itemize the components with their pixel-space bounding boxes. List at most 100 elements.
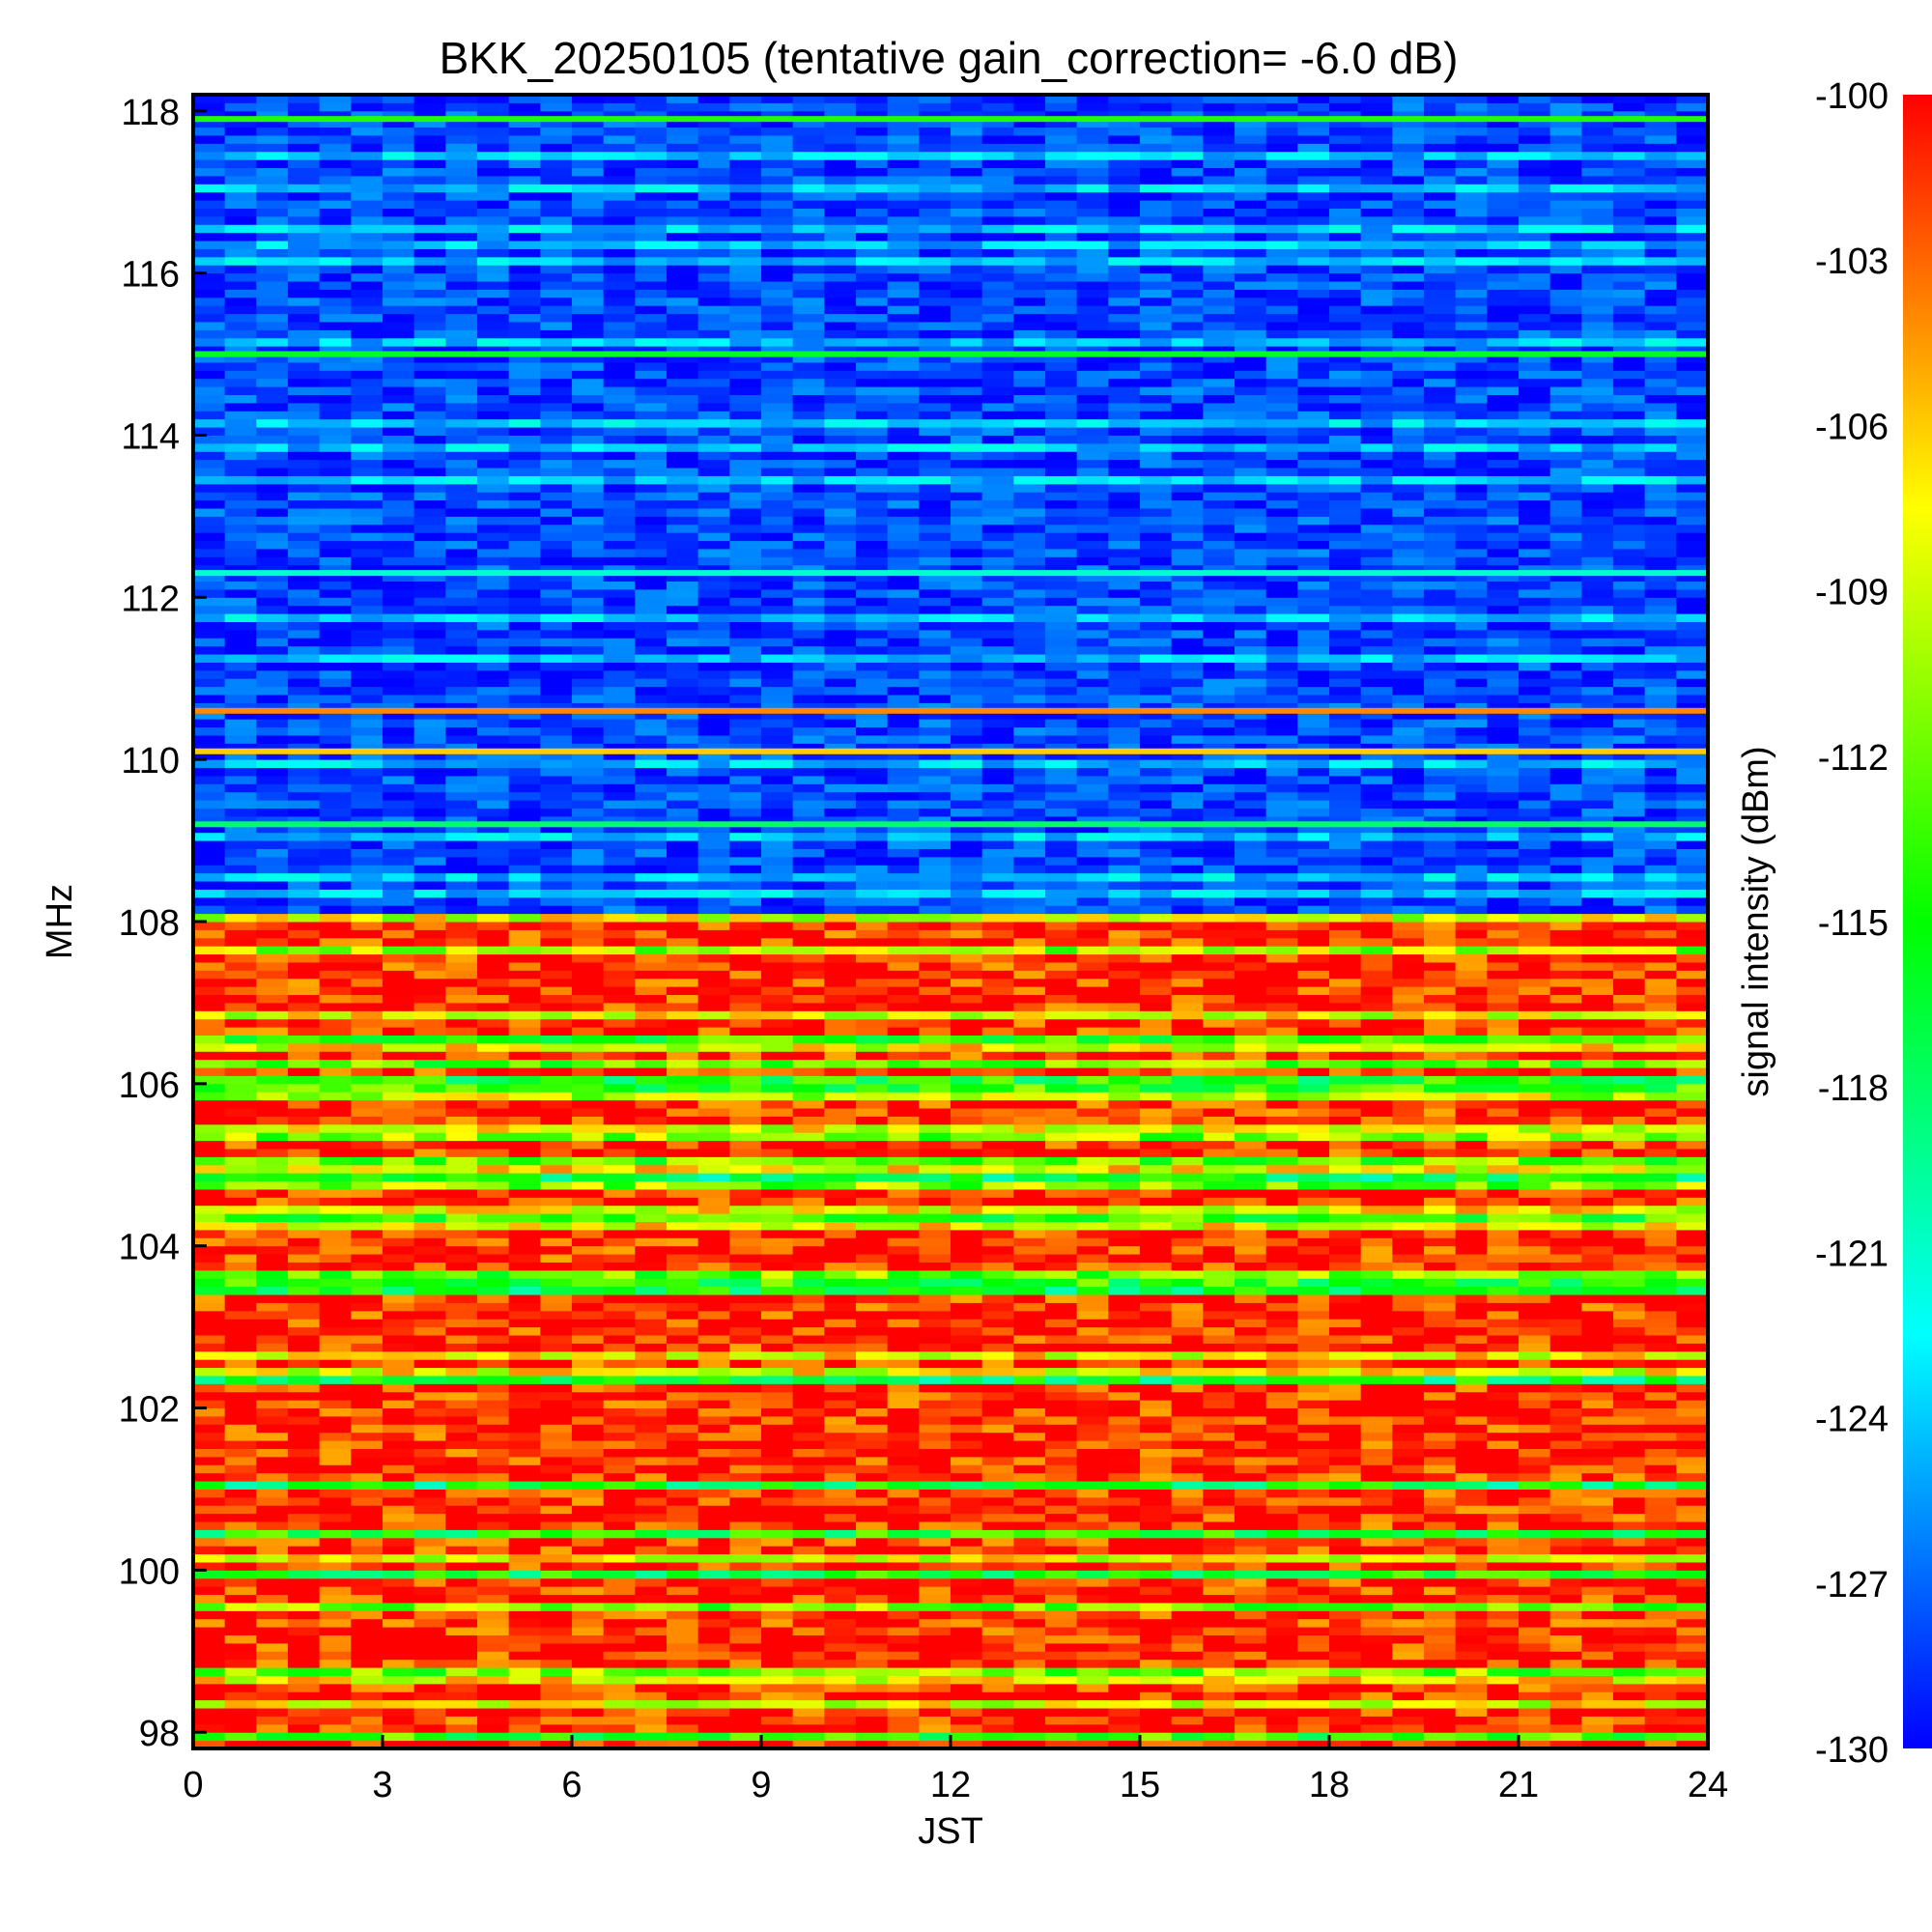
- heatmap-cell: [981, 1148, 1014, 1157]
- heatmap-cell: [729, 986, 762, 996]
- heatmap-cell: [508, 1051, 541, 1061]
- heatmap-cell: [445, 1075, 478, 1085]
- heatmap-cell: [1644, 1164, 1677, 1174]
- heatmap-cell: [1203, 1002, 1236, 1011]
- heatmap-cell: [729, 1618, 762, 1628]
- heatmap-cell: [1203, 1481, 1236, 1490]
- heatmap-cell: [635, 1424, 668, 1434]
- heatmap-cell: [351, 1699, 384, 1709]
- heatmap-cell: [1013, 1326, 1046, 1336]
- heatmap-cell: [887, 1278, 920, 1288]
- heatmap-cell: [256, 1383, 289, 1393]
- heatmap-cell: [1676, 946, 1709, 955]
- heatmap-cell: [540, 978, 573, 987]
- heatmap-cell: [193, 994, 226, 1004]
- heatmap-cell: [1581, 1602, 1614, 1611]
- heatmap-cell: [224, 1237, 257, 1247]
- heatmap-cell: [1171, 913, 1204, 923]
- heatmap-cell: [761, 1278, 794, 1288]
- heatmap-cell: [919, 1634, 952, 1644]
- heatmap-cell: [1297, 1269, 1330, 1279]
- heatmap-cell: [761, 986, 794, 996]
- heatmap-cell: [1549, 1553, 1582, 1563]
- heatmap-cell: [667, 1140, 699, 1150]
- heatmap-cell: [603, 1018, 636, 1028]
- heatmap-cell: [572, 1521, 605, 1530]
- heatmap-cell: [319, 1708, 352, 1717]
- heatmap-cell: [729, 922, 762, 930]
- heatmap-cell: [193, 1513, 226, 1522]
- heatmap-cell: [1076, 1521, 1109, 1530]
- heatmap-cell: [1076, 1740, 1109, 1749]
- heatmap-cell: [635, 1740, 668, 1749]
- heatmap-cell: [1392, 1205, 1425, 1214]
- heatmap-cell: [1297, 1123, 1330, 1133]
- heatmap-cell: [667, 1448, 699, 1458]
- heatmap-cell: [1235, 1262, 1267, 1271]
- heatmap-cell: [951, 1269, 983, 1279]
- heatmap-cell: [1076, 1156, 1109, 1166]
- heatmap-cell: [319, 1254, 352, 1263]
- heatmap-cell: [351, 1659, 384, 1668]
- heatmap-cell: [1329, 1116, 1362, 1125]
- heatmap-cell: [256, 1456, 289, 1465]
- heatmap-cell: [1455, 1627, 1488, 1636]
- heatmap-cell: [1140, 1513, 1173, 1522]
- heatmap-cell: [1549, 1586, 1582, 1596]
- heatmap-cell: [667, 1740, 699, 1749]
- heatmap-cell: [729, 1667, 762, 1676]
- heatmap-cell: [383, 1010, 415, 1020]
- heatmap-cell: [1519, 1229, 1551, 1238]
- heatmap-cell: [1360, 1359, 1393, 1369]
- heatmap-cell: [351, 1010, 384, 1020]
- heatmap-cell: [729, 1140, 762, 1150]
- heatmap-cell: [1424, 1229, 1457, 1238]
- heatmap-cell: [256, 1123, 289, 1133]
- heatmap-cell: [856, 1269, 889, 1279]
- heatmap-cell: [224, 1010, 257, 1020]
- heatmap-cell: [1108, 970, 1141, 980]
- heatmap-cell: [383, 1521, 415, 1530]
- heatmap-cell: [1644, 1254, 1677, 1263]
- heatmap-cell: [256, 1164, 289, 1174]
- heatmap-cell: [824, 922, 857, 930]
- heatmap-cell: [508, 1197, 541, 1207]
- heatmap-cell: [951, 1221, 983, 1231]
- heatmap-cell: [351, 1481, 384, 1490]
- heatmap-cell: [1013, 1407, 1046, 1417]
- heatmap-cell: [603, 1269, 636, 1279]
- heatmap-cell: [572, 1326, 605, 1336]
- heatmap-cell: [445, 994, 478, 1004]
- heatmap-cell: [951, 1099, 983, 1109]
- heatmap-cell: [445, 1269, 478, 1279]
- heatmap-cell: [540, 1099, 573, 1109]
- heatmap-cell: [635, 1083, 668, 1093]
- heatmap-cell: [1455, 1367, 1488, 1377]
- heatmap-cell: [1676, 1286, 1709, 1295]
- heatmap-cell: [981, 1326, 1014, 1336]
- heatmap-cell: [1045, 1319, 1078, 1328]
- heatmap-cell: [224, 1432, 257, 1441]
- heatmap-cell: [1013, 953, 1046, 963]
- heatmap-cell: [383, 1683, 415, 1692]
- heatmap-cell: [981, 1027, 1014, 1036]
- heatmap-cell: [413, 1278, 446, 1288]
- heatmap-cell: [319, 1618, 352, 1628]
- heatmap-cell: [697, 1002, 730, 1011]
- heatmap-cell: [540, 1561, 573, 1571]
- heatmap-cell: [477, 1683, 510, 1692]
- heatmap-cell: [1360, 1205, 1393, 1214]
- heatmap-cell: [729, 1448, 762, 1458]
- heatmap-cell: [193, 1075, 226, 1085]
- heatmap-cell: [1013, 1188, 1046, 1198]
- heatmap-cell: [477, 905, 510, 915]
- heatmap-cell: [1265, 1415, 1298, 1425]
- heatmap-cell: [1203, 1164, 1236, 1174]
- heatmap-cell: [761, 1594, 794, 1604]
- heatmap-cell: [1203, 1448, 1236, 1458]
- heatmap-cell: [1203, 1302, 1236, 1312]
- heatmap-cell: [413, 1319, 446, 1328]
- heatmap-cell: [383, 1221, 415, 1231]
- heatmap-cell: [1613, 1675, 1646, 1685]
- heatmap-cell: [697, 1400, 730, 1409]
